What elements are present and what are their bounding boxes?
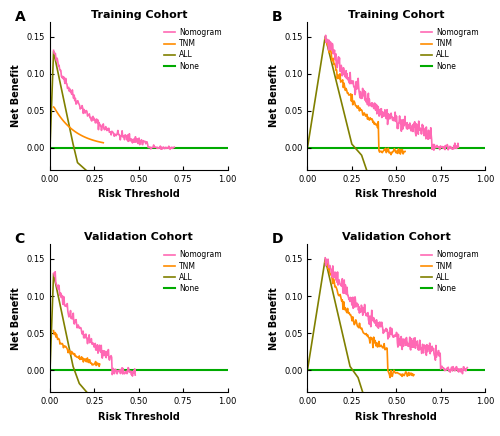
- Legend: Nomogram, TNM, ALL, None: Nomogram, TNM, ALL, None: [161, 26, 224, 73]
- X-axis label: Risk Threshold: Risk Threshold: [356, 190, 437, 199]
- Y-axis label: Net Benefit: Net Benefit: [11, 287, 21, 350]
- Text: C: C: [14, 232, 24, 246]
- Title: Validation Cohort: Validation Cohort: [342, 232, 450, 242]
- X-axis label: Risk Threshold: Risk Threshold: [98, 412, 180, 422]
- X-axis label: Risk Threshold: Risk Threshold: [356, 412, 437, 422]
- X-axis label: Risk Threshold: Risk Threshold: [98, 190, 180, 199]
- Y-axis label: Net Benefit: Net Benefit: [11, 65, 21, 127]
- Legend: Nomogram, TNM, ALL, None: Nomogram, TNM, ALL, None: [418, 248, 481, 296]
- Text: D: D: [272, 232, 283, 246]
- Title: Training Cohort: Training Cohort: [90, 10, 187, 20]
- Title: Training Cohort: Training Cohort: [348, 10, 444, 20]
- Y-axis label: Net Benefit: Net Benefit: [268, 287, 278, 350]
- Legend: Nomogram, TNM, ALL, None: Nomogram, TNM, ALL, None: [161, 248, 224, 296]
- Text: A: A: [14, 10, 25, 24]
- Legend: Nomogram, TNM, ALL, None: Nomogram, TNM, ALL, None: [418, 26, 481, 73]
- Title: Validation Cohort: Validation Cohort: [84, 232, 193, 242]
- Text: B: B: [272, 10, 282, 24]
- Y-axis label: Net Benefit: Net Benefit: [268, 65, 278, 127]
